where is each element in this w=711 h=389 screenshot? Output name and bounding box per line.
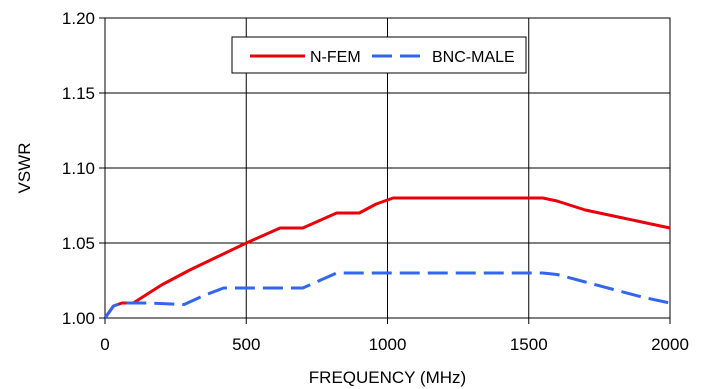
legend: N-FEM BNC-MALE [231, 36, 527, 74]
x-tick-label: 500 [232, 335, 260, 354]
y-tick-label: 1.00 [62, 309, 95, 328]
x-tick-label: 2000 [651, 335, 689, 354]
tick-labels: 1.00 1.05 1.10 1.15 1.20 0 500 1000 1500 2000 [62, 9, 689, 354]
x-tick-label: 1000 [369, 335, 407, 354]
y-tick-label: 1.15 [62, 84, 95, 103]
x-axis-label: FREQUENCY (MHz) [309, 368, 466, 387]
x-tick-label: 0 [100, 335, 109, 354]
series-layer [103, 196, 671, 319]
legend-label-n-fem: N-FEM [310, 49, 361, 66]
series-line-bnc-male [103, 271, 671, 319]
x-tick-label: 1500 [510, 335, 548, 354]
y-tick-label: 1.20 [62, 9, 95, 28]
y-axis-label: VSWR [15, 143, 34, 194]
series-line-n-fem [103, 196, 671, 319]
y-tick-label: 1.10 [62, 159, 95, 178]
y-tick-label: 1.05 [62, 234, 95, 253]
legend-label-bnc-male: BNC-MALE [432, 49, 515, 66]
